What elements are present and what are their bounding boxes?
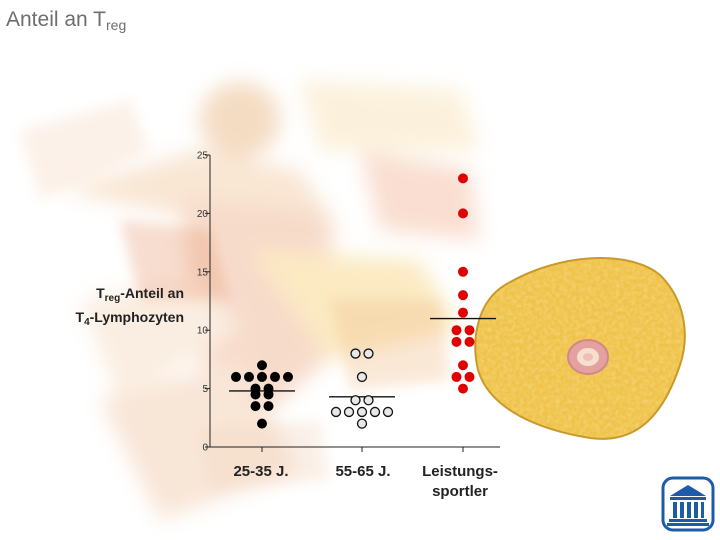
data-point — [363, 348, 374, 359]
data-point — [263, 401, 274, 412]
data-point — [451, 325, 462, 336]
category-label-55-65: 55-65 J. — [308, 462, 418, 482]
data-point — [458, 208, 468, 219]
data-point — [464, 336, 475, 347]
y-tick-label: 15 — [197, 267, 209, 278]
data-point — [257, 371, 267, 382]
data-point — [343, 406, 355, 418]
slide-title-main: Anteil an T — [6, 8, 107, 31]
y-axis-label-line1: Treg-Anteil an — [12, 284, 184, 308]
data-point — [250, 401, 261, 412]
data-point — [369, 406, 381, 418]
data-point — [231, 371, 241, 382]
y-tick-label: 20 — [197, 209, 209, 220]
data-point — [458, 173, 468, 184]
y-label-t: T — [96, 285, 105, 301]
data-point — [330, 406, 342, 418]
category-label-55-65-line1: 55-65 J. — [335, 463, 391, 480]
data-point — [458, 266, 468, 277]
y-label-t2: T — [75, 309, 85, 325]
cell-cross-section-image — [474, 257, 686, 440]
data-point — [257, 418, 267, 429]
y-tick-label: 25 — [197, 151, 209, 162]
category-label-leistungssportler: Leistungs- sportler — [405, 462, 515, 502]
slide-title: Anteil an Treg — [6, 8, 126, 33]
university-building-logo — [661, 476, 715, 532]
data-point — [464, 371, 475, 382]
y-label-4-subscript: 4 — [84, 317, 90, 328]
category-label-leistungssportler-line1: Leistungs- — [422, 463, 498, 480]
data-point — [458, 290, 468, 301]
y-axis-label: Treg-Anteil an T4-Lymphozyten — [12, 284, 185, 332]
data-point — [244, 371, 254, 382]
y-tick-label: 0 — [202, 443, 208, 454]
data-point — [458, 383, 468, 394]
data-point — [356, 406, 368, 418]
y-axis-label-line2: T4-Lymphozyten — [12, 308, 185, 332]
data-point — [350, 348, 361, 359]
data-point — [356, 371, 368, 383]
y-tick-label: 5 — [202, 384, 208, 395]
data-point — [451, 371, 462, 382]
y-label-line2-rest: -Lymphozyten — [89, 309, 184, 325]
data-point — [451, 336, 462, 347]
data-point — [270, 371, 280, 382]
slide-title-subscript: reg — [106, 17, 127, 33]
data-point — [458, 307, 468, 318]
data-point — [464, 325, 475, 336]
category-label-25-35: 25-35 J. — [206, 462, 316, 482]
y-label-line1-rest: -Anteil an — [120, 285, 184, 301]
data-point — [250, 389, 261, 400]
data-point — [356, 418, 368, 429]
data-point — [363, 395, 374, 406]
y-label-reg-subscript: reg — [104, 293, 121, 304]
category-label-leistungssportler-line2: sportler — [432, 483, 488, 500]
data-point — [257, 360, 267, 371]
data-point — [350, 395, 361, 406]
category-label-25-35-line1: 25-35 J. — [233, 463, 289, 480]
data-point — [458, 360, 468, 371]
data-point — [283, 371, 293, 382]
data-point — [263, 389, 274, 400]
y-tick-label: 10 — [197, 326, 209, 337]
data-point — [382, 406, 394, 418]
